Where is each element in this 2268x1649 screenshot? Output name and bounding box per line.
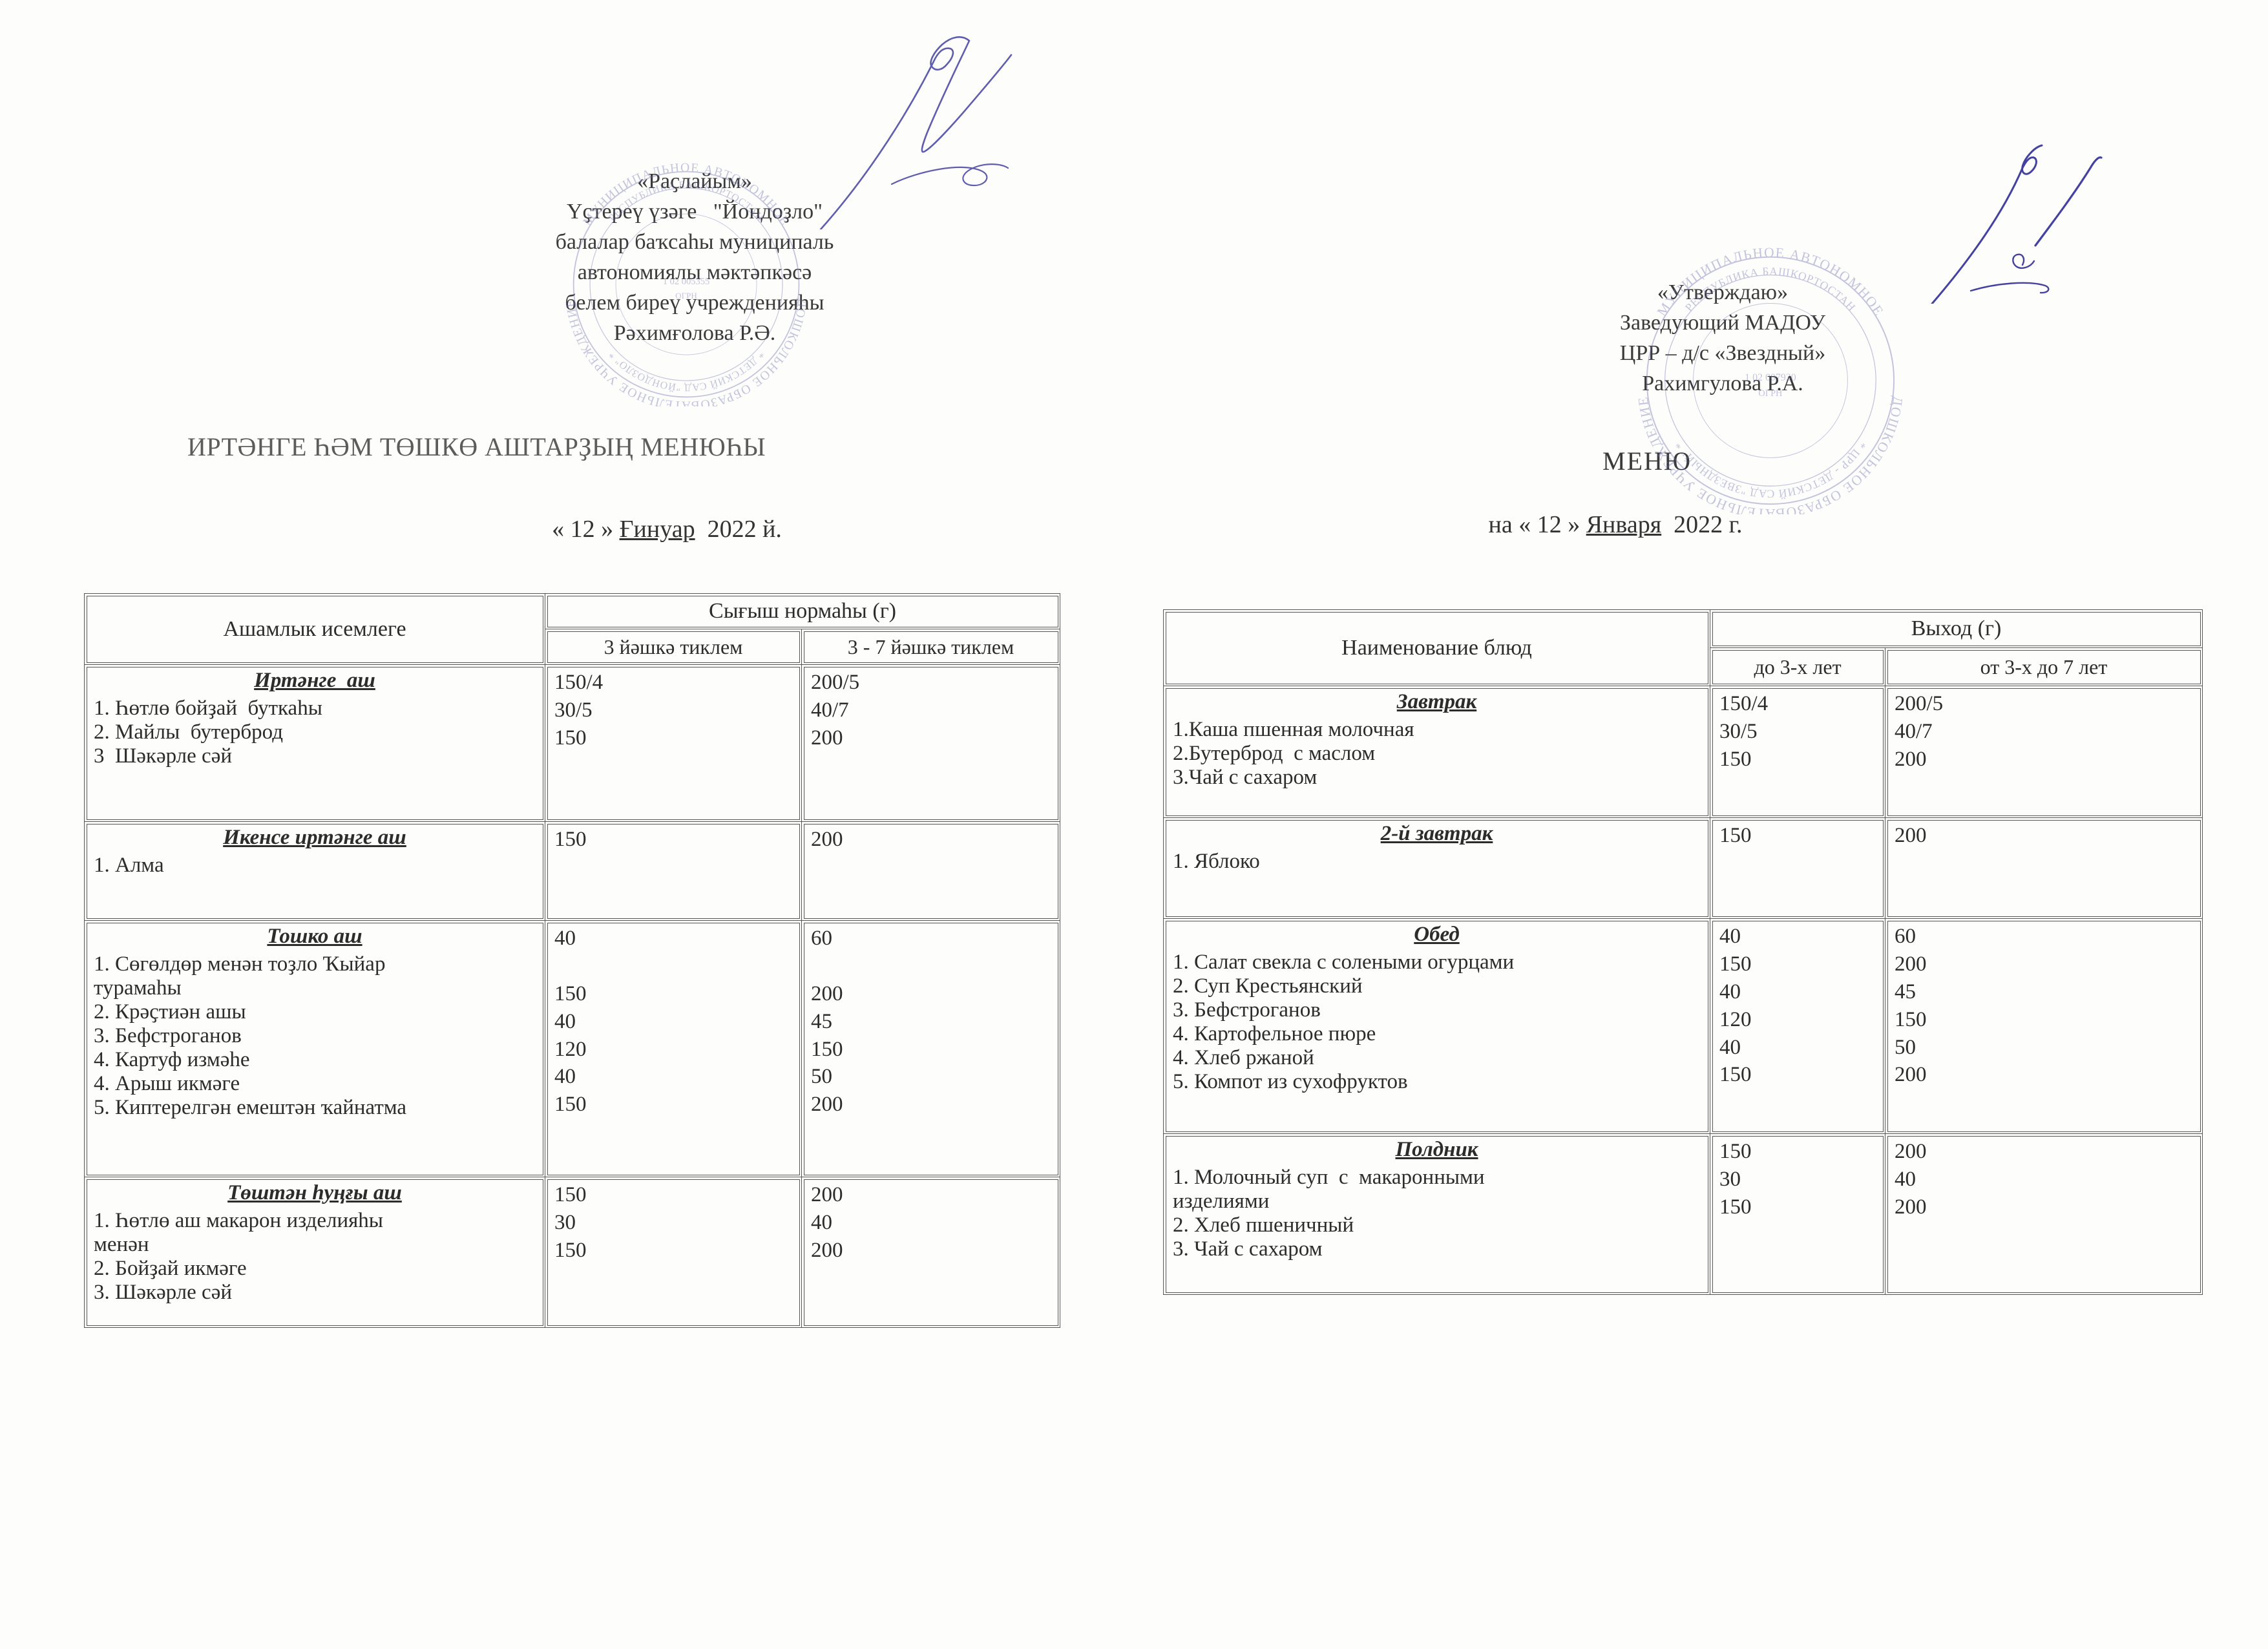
svg-text:1 02 005355: 1 02 005355 <box>663 277 710 287</box>
svg-text:ОГРН: ОГРН <box>675 291 697 300</box>
svg-text:1 02 007930: 1 02 007930 <box>1745 372 1796 383</box>
svg-text:ОГРН: ОГРН <box>1758 388 1782 399</box>
